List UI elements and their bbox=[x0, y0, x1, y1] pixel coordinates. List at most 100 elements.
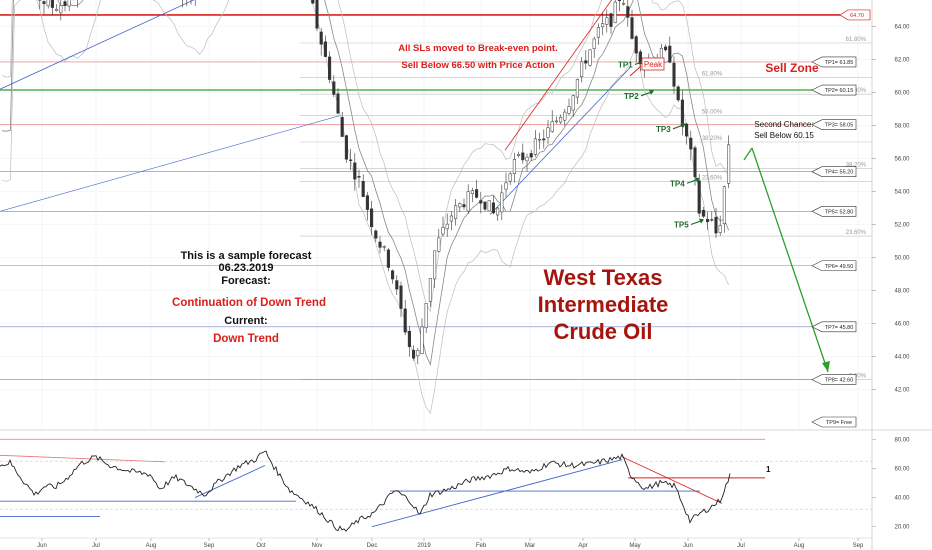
osc-trend-blue bbox=[371, 459, 623, 528]
candle-body bbox=[504, 182, 508, 190]
price-tick-label: 44.00 bbox=[894, 355, 910, 361]
osc-tick-label: 60.00 bbox=[894, 466, 910, 472]
tp-marker-label: TP4 bbox=[670, 179, 685, 188]
time-tick-label: Jul bbox=[92, 543, 100, 549]
target-tag bbox=[811, 166, 857, 177]
candle-body bbox=[63, 1, 67, 6]
fib-label: 61.80% bbox=[846, 37, 867, 43]
candle-body bbox=[466, 191, 470, 212]
candle-body bbox=[575, 79, 579, 98]
current-label: Current: bbox=[224, 315, 267, 327]
candle-body bbox=[50, 0, 54, 8]
target-tag bbox=[811, 206, 857, 217]
target-tag bbox=[811, 260, 857, 272]
price-tick-label: 52.00 bbox=[894, 223, 910, 229]
candle-body bbox=[420, 326, 424, 354]
candle-body bbox=[605, 17, 609, 25]
candle-body bbox=[449, 215, 453, 222]
time-tick-label: Dec bbox=[367, 543, 378, 549]
target-tag-label: TP5= 52.80 bbox=[825, 209, 854, 215]
candle-body bbox=[512, 159, 516, 175]
candle-body bbox=[374, 230, 378, 239]
price-tick-label: 62.00 bbox=[894, 58, 910, 64]
candle-body bbox=[370, 208, 374, 228]
candle-body bbox=[462, 204, 466, 208]
oscillator-grid: 20.00 40.00 60.00 80.00 bbox=[0, 437, 910, 531]
candle-body bbox=[349, 159, 353, 161]
candle-body bbox=[706, 219, 710, 223]
candle-body bbox=[567, 106, 571, 114]
target-tag bbox=[811, 416, 857, 428]
peak-box bbox=[641, 57, 665, 71]
target-tag bbox=[811, 56, 857, 68]
time-tick-label: Sep bbox=[204, 543, 215, 549]
candle-body bbox=[672, 62, 676, 87]
candle-body bbox=[340, 117, 344, 137]
sell-zone-label: Sell Zone bbox=[765, 61, 819, 75]
target-tag-label: TP7= 45.80 bbox=[825, 325, 854, 331]
candle-body bbox=[328, 56, 332, 80]
candle-body bbox=[445, 223, 449, 230]
target-tag bbox=[811, 321, 857, 333]
target-tag bbox=[811, 119, 857, 130]
fib-label: 38.20% bbox=[702, 136, 723, 142]
osc-tick-label: 20.00 bbox=[894, 525, 910, 531]
forecast-arrow-tail bbox=[743, 147, 753, 161]
fib-label: 23.60% bbox=[846, 230, 867, 236]
osc-tick-label: 40.00 bbox=[894, 496, 910, 502]
candle-body bbox=[311, 0, 315, 4]
sell-zone-tag-label: 64.70 bbox=[850, 13, 864, 19]
price-tick-label: 60.00 bbox=[894, 91, 910, 97]
candle-body bbox=[487, 200, 491, 212]
sell-below-note: Sell Below 66.50 with Price Action bbox=[401, 60, 554, 71]
chart-title-line-2: Intermediate bbox=[538, 292, 669, 317]
target-tag-label: TP1= 61.85 bbox=[825, 60, 854, 66]
candle-body bbox=[613, 1, 617, 23]
candle-body bbox=[517, 154, 521, 156]
candle-body bbox=[580, 61, 584, 77]
sl-note: All SLs moved to Break-even point. bbox=[398, 43, 557, 54]
blue-trend-line-3 bbox=[489, 67, 631, 215]
candle-body bbox=[428, 278, 432, 302]
candle-body bbox=[357, 176, 361, 178]
target-tag-label: TP6= 49.50 bbox=[825, 264, 854, 270]
candle-body bbox=[323, 41, 327, 57]
blue-trend-line-2 bbox=[0, 115, 341, 212]
candle-body bbox=[319, 31, 323, 45]
upper-band bbox=[1, 0, 729, 313]
price-candles bbox=[38, 0, 731, 365]
candle-body bbox=[412, 349, 416, 359]
candle-body bbox=[546, 127, 550, 138]
candle-body bbox=[689, 137, 693, 150]
candle-body bbox=[609, 13, 613, 27]
candle-body bbox=[680, 99, 684, 127]
tp-marker-label: TP1 bbox=[618, 60, 633, 69]
candle-body bbox=[475, 189, 479, 198]
time-tick-label: Mar bbox=[525, 543, 535, 549]
candle-body bbox=[571, 95, 575, 111]
target-tag-label: TP9= Free bbox=[826, 420, 852, 426]
forecast-arrow-line bbox=[751, 147, 829, 373]
candle-body bbox=[664, 46, 668, 51]
forecast-arrow bbox=[743, 147, 830, 373]
candle-body bbox=[403, 308, 407, 333]
candle-body bbox=[399, 285, 403, 309]
candle-body bbox=[42, 1, 46, 4]
fib-label: 38.20% bbox=[846, 162, 867, 168]
oscillator-panel bbox=[0, 450, 731, 532]
candle-body bbox=[727, 144, 731, 184]
candle-body bbox=[424, 303, 428, 329]
candle-body bbox=[710, 219, 714, 221]
candle-body bbox=[378, 241, 382, 248]
time-tick-label: Feb bbox=[476, 543, 487, 549]
chart-title-line-3: Crude Oil bbox=[553, 319, 652, 344]
candle-body bbox=[496, 207, 500, 216]
time-tick-label: Jul bbox=[737, 543, 745, 549]
candle-body bbox=[722, 186, 726, 225]
candle-body bbox=[521, 152, 525, 161]
tp-marker-label: TP3 bbox=[656, 125, 671, 134]
candle-body bbox=[59, 5, 63, 14]
price-axis-ticks: 42.00 44.00 46.00 48.00 50.00 52.00 54.00 56.00… bbox=[872, 25, 910, 394]
current-value: Down Trend bbox=[213, 333, 279, 345]
osc-trend-red-2 bbox=[621, 456, 723, 504]
